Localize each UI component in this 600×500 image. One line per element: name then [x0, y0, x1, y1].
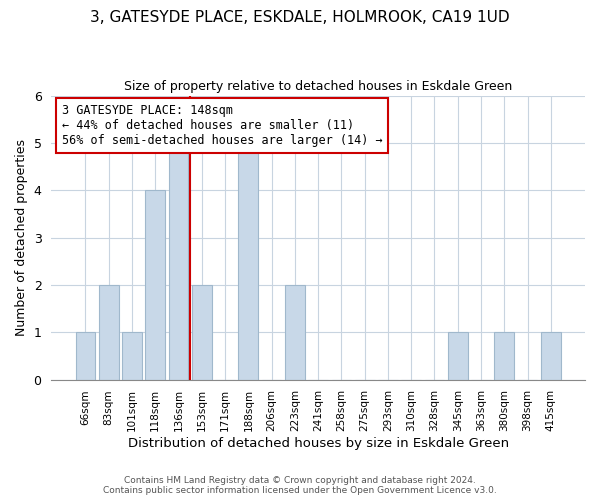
Text: 3 GATESYDE PLACE: 148sqm
← 44% of detached houses are smaller (11)
56% of semi-d: 3 GATESYDE PLACE: 148sqm ← 44% of detach… — [62, 104, 383, 147]
Bar — [76, 332, 95, 380]
Bar — [541, 332, 561, 380]
Bar — [192, 285, 212, 380]
Bar — [448, 332, 467, 380]
Bar — [494, 332, 514, 380]
Bar — [145, 190, 165, 380]
Title: Size of property relative to detached houses in Eskdale Green: Size of property relative to detached ho… — [124, 80, 512, 93]
Bar — [238, 143, 258, 380]
Text: Contains HM Land Registry data © Crown copyright and database right 2024.
Contai: Contains HM Land Registry data © Crown c… — [103, 476, 497, 495]
Bar — [285, 285, 305, 380]
Bar — [122, 332, 142, 380]
X-axis label: Distribution of detached houses by size in Eskdale Green: Distribution of detached houses by size … — [128, 437, 509, 450]
Y-axis label: Number of detached properties: Number of detached properties — [15, 139, 28, 336]
Bar — [169, 143, 188, 380]
Text: 3, GATESYDE PLACE, ESKDALE, HOLMROOK, CA19 1UD: 3, GATESYDE PLACE, ESKDALE, HOLMROOK, CA… — [90, 10, 510, 25]
Bar — [99, 285, 119, 380]
